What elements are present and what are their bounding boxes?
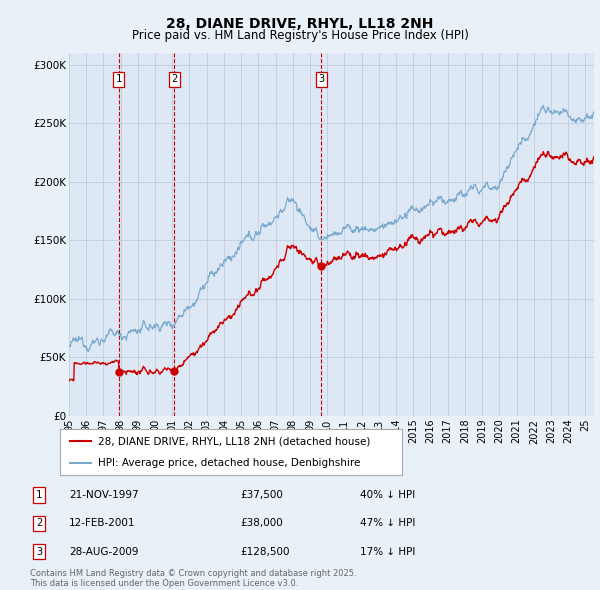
Text: 1: 1 <box>36 490 42 500</box>
Text: 21-NOV-1997: 21-NOV-1997 <box>69 490 139 500</box>
Text: 2: 2 <box>36 519 42 528</box>
Text: 12-FEB-2001: 12-FEB-2001 <box>69 519 136 528</box>
Text: £37,500: £37,500 <box>240 490 283 500</box>
Text: 47% ↓ HPI: 47% ↓ HPI <box>360 519 415 528</box>
Text: 28, DIANE DRIVE, RHYL, LL18 2NH: 28, DIANE DRIVE, RHYL, LL18 2NH <box>166 17 434 31</box>
Text: Price paid vs. HM Land Registry's House Price Index (HPI): Price paid vs. HM Land Registry's House … <box>131 30 469 42</box>
Text: £128,500: £128,500 <box>240 547 290 556</box>
Text: £38,000: £38,000 <box>240 519 283 528</box>
Text: 3: 3 <box>318 74 325 84</box>
Text: 28, DIANE DRIVE, RHYL, LL18 2NH (detached house): 28, DIANE DRIVE, RHYL, LL18 2NH (detache… <box>98 437 370 447</box>
Text: Contains HM Land Registry data © Crown copyright and database right 2025.
This d: Contains HM Land Registry data © Crown c… <box>30 569 356 588</box>
Text: 40% ↓ HPI: 40% ↓ HPI <box>360 490 415 500</box>
Text: 2: 2 <box>171 74 178 84</box>
Text: 1: 1 <box>116 74 122 84</box>
Text: 17% ↓ HPI: 17% ↓ HPI <box>360 547 415 556</box>
Text: 28-AUG-2009: 28-AUG-2009 <box>69 547 139 556</box>
Text: 3: 3 <box>36 547 42 556</box>
Text: HPI: Average price, detached house, Denbighshire: HPI: Average price, detached house, Denb… <box>98 457 360 467</box>
